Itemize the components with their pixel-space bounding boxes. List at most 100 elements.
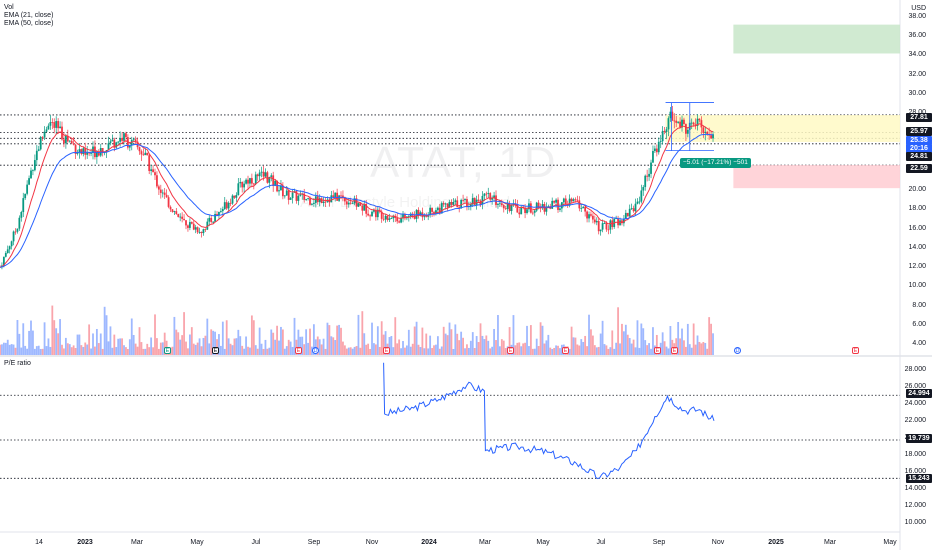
- candle-body: [590, 214, 592, 216]
- volume-bar: [613, 348, 616, 355]
- volume-bar: [359, 347, 362, 355]
- currency-label[interactable]: USD: [911, 5, 926, 12]
- candle-body: [371, 211, 373, 217]
- volume-bar: [392, 347, 395, 355]
- volume-bar: [601, 320, 604, 355]
- volume-bar: [543, 343, 546, 355]
- time-tick: Nov: [711, 539, 725, 546]
- volume-bar: [109, 326, 112, 355]
- volume-bar: [260, 343, 263, 355]
- candle-body: [208, 217, 211, 222]
- candle-body: [320, 198, 323, 203]
- volume-bar: [464, 348, 466, 355]
- candle-body: [299, 194, 302, 196]
- volume-bar: [473, 348, 476, 355]
- candle-body: [634, 203, 637, 212]
- volume-bar: [438, 348, 441, 355]
- volume-bar: [495, 340, 497, 355]
- candle-body: [704, 131, 707, 133]
- volume-bar: [448, 322, 451, 355]
- candle-body: [95, 152, 98, 158]
- volume-bar: [156, 338, 158, 355]
- candle-body: [334, 192, 337, 198]
- candle-body: [70, 140, 73, 144]
- candle-body: [557, 199, 559, 210]
- volume-bar: [529, 325, 532, 355]
- candle-body: [181, 216, 184, 219]
- earnings-marker[interactable]: E: [295, 347, 302, 354]
- candle-body: [568, 198, 571, 206]
- volume-bar: [380, 321, 383, 355]
- price-tick: 18.00: [908, 205, 926, 213]
- candle-body: [132, 139, 135, 141]
- candle-body: [41, 136, 44, 138]
- volume-bar: [175, 329, 178, 355]
- volume-bar: [94, 346, 96, 355]
- volume-bar: [281, 329, 284, 355]
- volume-bar: [132, 335, 135, 355]
- legend-ema21[interactable]: EMA (21, close): [4, 12, 54, 19]
- volume-bar: [524, 342, 526, 355]
- volume-bar: [198, 338, 201, 355]
- volume-bar: [574, 337, 577, 355]
- earnings-marker[interactable]: E: [383, 347, 390, 354]
- volume-bar: [363, 333, 366, 355]
- volume-bar: [539, 322, 542, 355]
- earnings-marker[interactable]: E: [164, 347, 171, 354]
- volume-bar: [334, 340, 337, 355]
- dividend-marker[interactable]: D: [734, 347, 741, 354]
- candle-body: [30, 170, 32, 179]
- candle-body: [343, 197, 346, 202]
- volume-bar: [373, 343, 375, 355]
- legend-pe[interactable]: P/E ratio: [4, 360, 31, 367]
- earnings-marker[interactable]: E: [562, 347, 569, 354]
- earnings-marker[interactable]: E: [507, 347, 514, 354]
- candle-body: [564, 198, 567, 205]
- dividend-marker[interactable]: D: [312, 347, 319, 354]
- volume-bar: [466, 344, 468, 355]
- candle-body: [179, 216, 182, 218]
- volume-bar: [297, 329, 300, 355]
- candle-body: [640, 190, 643, 202]
- candle-body: [169, 206, 172, 210]
- candle-body: [156, 175, 158, 187]
- candle-body: [444, 203, 447, 205]
- volume-bar: [307, 342, 309, 355]
- volume-bar: [70, 347, 73, 355]
- candle-body: [706, 131, 709, 135]
- price-tick: 16.00: [908, 224, 926, 232]
- legend-ema50[interactable]: EMA (50, close): [4, 20, 54, 27]
- candle-body: [227, 202, 230, 209]
- candle-body: [710, 135, 712, 139]
- candle-body: [638, 201, 641, 203]
- volume-bar: [266, 348, 269, 355]
- volume-bar: [456, 333, 459, 355]
- candle-body: [545, 206, 548, 212]
- candle-body: [518, 212, 521, 215]
- candle-body: [636, 201, 639, 204]
- volume-bar: [669, 326, 672, 355]
- volume-bar: [419, 347, 422, 355]
- candle-body: [171, 209, 174, 212]
- volume-bar: [644, 340, 647, 355]
- candle-body: [702, 127, 705, 133]
- candle-body: [45, 129, 48, 132]
- earnings-marker[interactable]: E: [671, 347, 678, 354]
- legend-vol[interactable]: Vol: [4, 4, 14, 11]
- volume-bar: [522, 343, 525, 355]
- volume-bar: [584, 335, 587, 355]
- volume-bar: [667, 348, 670, 355]
- candle-body: [332, 195, 335, 198]
- candle-body: [250, 178, 253, 184]
- earnings-marker[interactable]: E: [852, 347, 859, 354]
- earnings-marker[interactable]: E: [654, 347, 661, 354]
- volume-bar: [578, 345, 581, 355]
- volume-bar: [117, 338, 120, 355]
- volume-bar: [233, 338, 236, 355]
- volume-bar: [66, 343, 69, 355]
- earnings-marker[interactable]: E: [212, 347, 219, 354]
- candle-body: [400, 218, 402, 223]
- volume-bar: [436, 336, 439, 355]
- volume-bar: [214, 331, 216, 355]
